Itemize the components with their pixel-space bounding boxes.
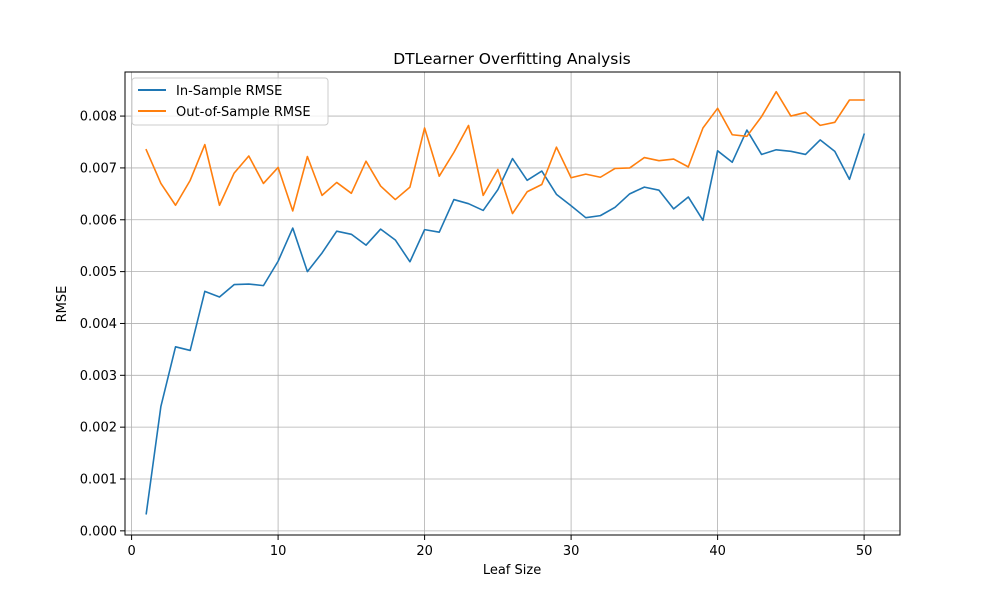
legend-label-in-sample: In-Sample RMSE: [176, 84, 282, 99]
x-tick-label: 20: [416, 544, 433, 559]
x-tick-label: 10: [270, 544, 287, 559]
x-tick-label: 40: [709, 544, 726, 559]
legend: In-Sample RMSE Out-of-Sample RMSE: [131, 77, 329, 126]
legend-label-out-of-sample: Out-of-Sample RMSE: [176, 105, 311, 120]
series-layer: [145, 90, 866, 515]
y-axis-label: RMSE: [55, 286, 70, 323]
y-axis-ticks: 0.000 0.001 0.002 0.003 0.004 0.005 0.006 0.007…: [80, 110, 125, 539]
gridlines: [125, 72, 900, 535]
y-tick-label: 0.007: [80, 161, 117, 176]
y-tick-label: 0.003: [80, 369, 117, 384]
y-tick-label: 0.008: [80, 110, 117, 125]
x-tick-label: 0: [127, 544, 135, 559]
legend-box: [131, 77, 329, 126]
x-tick-label: 30: [563, 544, 580, 559]
y-tick-label: 0.000: [80, 524, 117, 539]
x-axis-label: Leaf Size: [483, 563, 541, 578]
x-axis-ticks: 0 10 20 30 40 50: [127, 535, 872, 559]
y-tick-label: 0.002: [80, 421, 117, 436]
y-tick-label: 0.006: [80, 213, 117, 228]
series-line-out-of-sample: [145, 90, 865, 215]
plot-frame: [124, 71, 901, 536]
x-tick-label: 50: [856, 544, 873, 559]
y-tick-label: 0.001: [80, 473, 117, 488]
chart-title: DTLearner Overfitting Analysis: [393, 50, 631, 68]
y-tick-label: 0.004: [80, 317, 117, 332]
y-tick-label: 0.005: [80, 265, 117, 280]
